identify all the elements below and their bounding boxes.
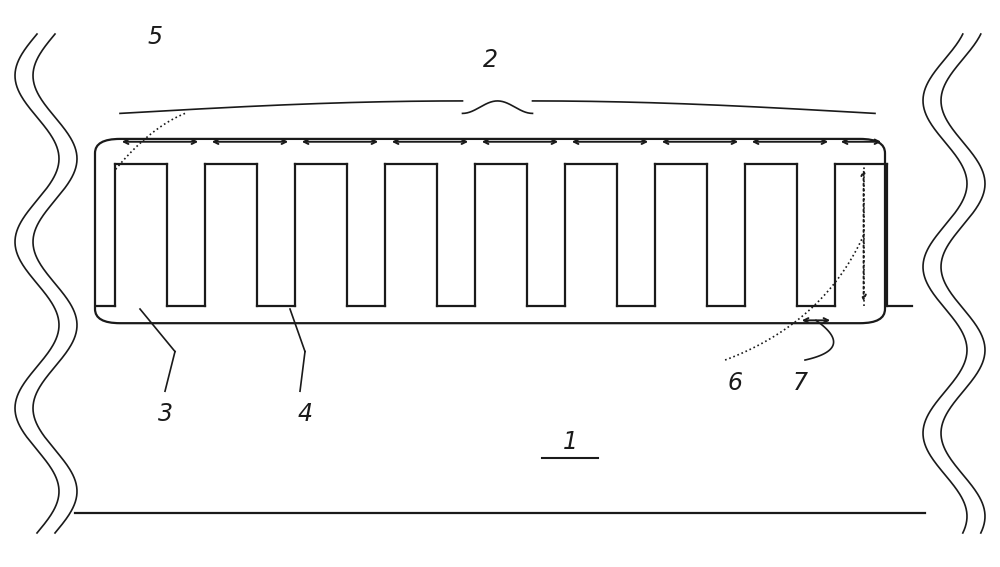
Text: 3: 3 <box>158 402 173 426</box>
Text: 6: 6 <box>728 371 742 395</box>
Text: 2: 2 <box>482 48 498 71</box>
Text: 4: 4 <box>298 402 312 426</box>
Text: 1: 1 <box>562 430 578 454</box>
Text: 7: 7 <box>792 371 808 395</box>
Text: 5: 5 <box>148 25 162 49</box>
